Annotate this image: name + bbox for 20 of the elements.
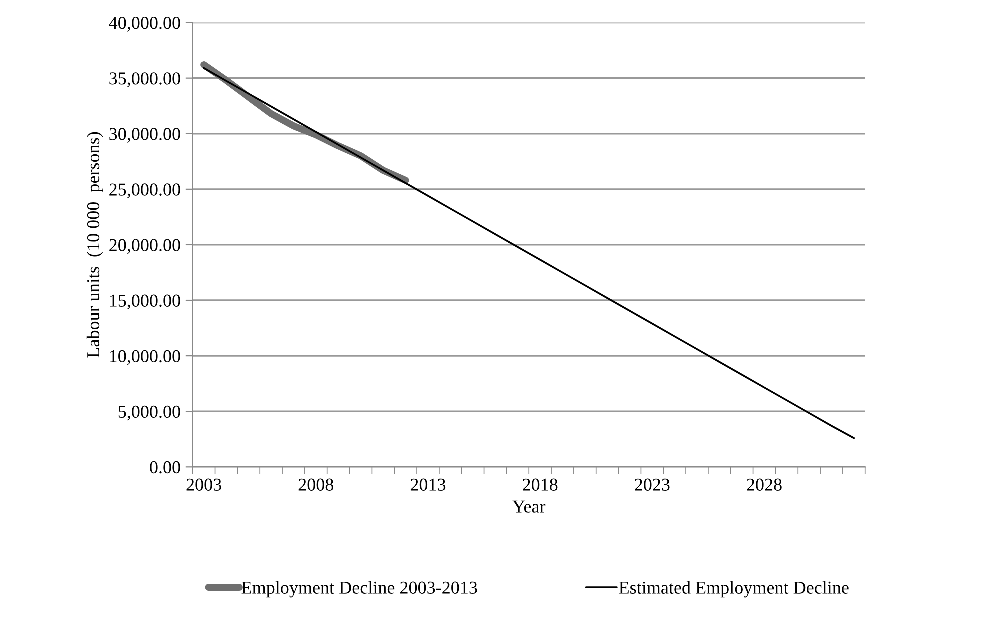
y-tick-label: 15,000.00 xyxy=(110,294,180,310)
y-tick-label: 35,000.00 xyxy=(110,72,180,88)
y-tick-label: 30,000.00 xyxy=(110,128,180,143)
x-tick-label: 2023 xyxy=(635,478,670,491)
x-tick-label: 2013 xyxy=(410,478,446,491)
line-series xyxy=(203,67,856,440)
y-tick-label: 40,000.00 xyxy=(109,17,180,32)
y-tick-label: 5,000.00 xyxy=(118,406,180,421)
x-tick-label: 2008 xyxy=(298,478,334,491)
y-tick-label: 20,000.00 xyxy=(110,239,180,254)
y-tick-label: 0.00 xyxy=(150,461,180,474)
x-tick-label: 2003 xyxy=(186,478,222,491)
x-axis-title: Year xyxy=(512,500,546,513)
y-tick-label: 10,000.00 xyxy=(110,350,180,366)
x-tick-label: 2018 xyxy=(523,478,558,491)
legend-label: Estimated Employment Decline xyxy=(619,581,849,598)
y-tick-label: 25,000.00 xyxy=(110,184,180,198)
x-tick-label: 2028 xyxy=(747,478,782,491)
y-axis-title: Labour units (10 000 persons) xyxy=(86,132,104,358)
legend-label: Employment Decline 2003-2013 xyxy=(242,581,478,598)
